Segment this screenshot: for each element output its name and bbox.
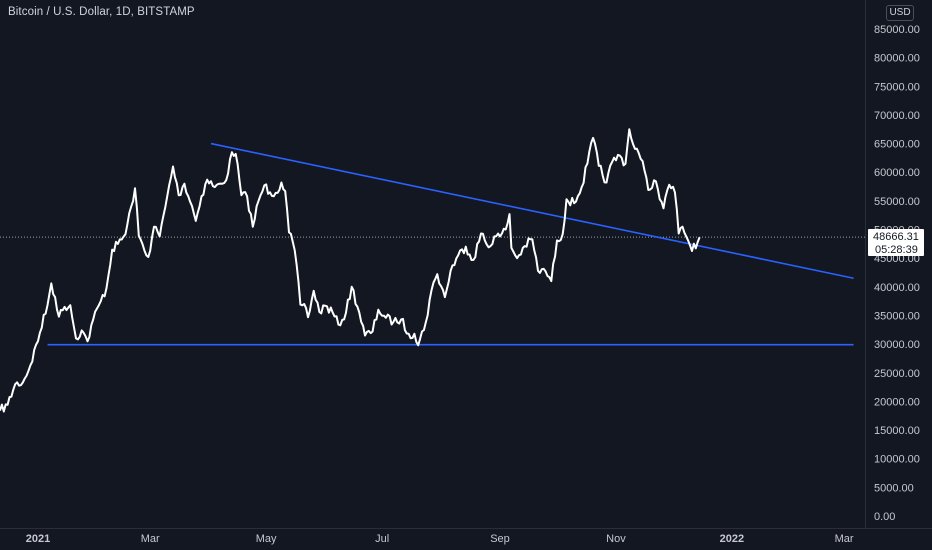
descending-trendline [210, 142, 854, 280]
time-axis-label: 2021 [26, 533, 50, 545]
time-axis-label: May [256, 533, 277, 545]
btc-price-line [0, 128, 701, 413]
price-axis-label: 80000.00 [874, 53, 920, 65]
time-axis-label: Mar [835, 533, 854, 545]
last-price-tag: 48666.31 05:28:39 [868, 229, 924, 256]
price-axis-label: 25000.00 [874, 368, 920, 380]
price-axis-label: 70000.00 [874, 110, 920, 122]
bar-countdown: 05:28:39 [875, 244, 918, 256]
price-axis-label: 65000.00 [874, 139, 920, 151]
time-axis-label: Jul [375, 533, 389, 545]
price-axis-label: 55000.00 [874, 196, 920, 208]
price-axis-label: 20000.00 [874, 396, 920, 408]
price-axis-label: 0.00 [874, 511, 895, 523]
trendlines-group[interactable] [47, 142, 854, 346]
time-axis-label: Nov [606, 533, 626, 545]
price-axis-label: 10000.00 [874, 454, 920, 466]
price-axis-label: 60000.00 [874, 167, 920, 179]
currency-button[interactable]: USD [886, 5, 914, 21]
price-axis-label: 40000.00 [874, 282, 920, 294]
price-axis-label: 45000.00 [874, 253, 920, 265]
time-axis-label: Sep [490, 533, 510, 545]
price-axis-label: 30000.00 [874, 339, 920, 351]
price-axis-label: 75000.00 [874, 81, 920, 93]
symbol-title: Bitcoin / U.S. Dollar, 1D, BITSTAMP [8, 6, 195, 18]
time-axis-label: Mar [141, 533, 160, 545]
price-axis-label: 85000.00 [874, 24, 920, 36]
price-axis-label: 15000.00 [874, 425, 920, 437]
price-series-group [0, 128, 701, 413]
time-axis-label: 2022 [720, 533, 744, 545]
time-axis[interactable]: 2021 Mar May Jul Sep Nov 2022 Mar [26, 533, 854, 545]
price-axis-label: 35000.00 [874, 310, 920, 322]
last-price-tag-bg [868, 229, 924, 256]
last-price-value: 48666.31 [873, 231, 919, 243]
price-axis-label: 5000.00 [874, 482, 914, 494]
price-axis[interactable]: 85000.00 80000.00 75000.00 70000.00 65000.00… [874, 24, 920, 523]
